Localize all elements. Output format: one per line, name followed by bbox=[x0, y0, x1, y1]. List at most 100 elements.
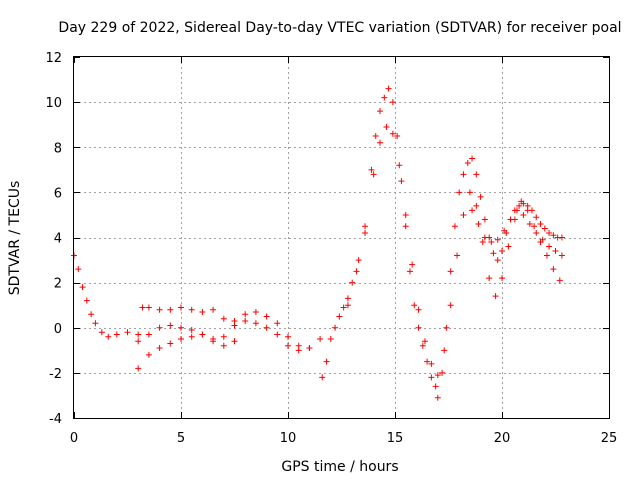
data-point bbox=[135, 331, 142, 338]
data-point bbox=[317, 336, 324, 343]
data-point bbox=[409, 261, 416, 268]
x-axis-label: GPS time / hours bbox=[281, 459, 398, 475]
data-point bbox=[389, 99, 396, 106]
grid bbox=[74, 57, 609, 418]
data-point bbox=[421, 338, 428, 345]
data-point bbox=[537, 220, 544, 227]
data-point bbox=[424, 358, 431, 365]
data-point bbox=[499, 248, 505, 255]
data-point bbox=[327, 336, 334, 343]
data-point bbox=[464, 160, 471, 167]
series-track-f bbox=[469, 207, 565, 259]
data-point bbox=[252, 320, 259, 327]
data-point bbox=[441, 347, 448, 354]
data-point bbox=[242, 317, 249, 324]
data-point bbox=[349, 279, 356, 286]
data-point bbox=[231, 338, 238, 345]
x-tick-label: 10 bbox=[280, 431, 297, 446]
data-point bbox=[539, 236, 546, 243]
data-point bbox=[558, 252, 565, 259]
data-point bbox=[490, 250, 497, 257]
data-point bbox=[274, 320, 281, 327]
data-point bbox=[362, 229, 369, 236]
data-point bbox=[336, 313, 343, 320]
data-point bbox=[434, 394, 441, 401]
data-point bbox=[156, 306, 163, 313]
data-point bbox=[550, 232, 557, 239]
data-point bbox=[306, 345, 313, 352]
data-point bbox=[402, 211, 409, 218]
data-point bbox=[252, 308, 259, 315]
data-point bbox=[88, 311, 95, 318]
data-point bbox=[443, 324, 450, 331]
data-point bbox=[486, 275, 493, 282]
y-tick-label: 8 bbox=[54, 141, 62, 156]
data-point bbox=[473, 202, 480, 209]
data-point bbox=[543, 252, 550, 259]
data-point bbox=[505, 243, 512, 250]
data-point bbox=[274, 331, 281, 338]
data-point bbox=[546, 243, 553, 250]
data-point bbox=[353, 268, 360, 275]
data-point bbox=[381, 94, 388, 101]
data-point bbox=[344, 302, 351, 309]
data-point bbox=[372, 132, 379, 139]
data-point bbox=[285, 342, 291, 349]
data-point bbox=[394, 132, 401, 139]
data-point bbox=[156, 345, 163, 352]
data-point bbox=[178, 336, 184, 343]
data-point bbox=[479, 239, 486, 246]
data-point bbox=[434, 372, 441, 379]
data-point bbox=[370, 171, 377, 178]
y-tick-label: -4 bbox=[49, 412, 62, 427]
data-point bbox=[513, 207, 520, 214]
plot-frame bbox=[73, 56, 610, 419]
data-point bbox=[477, 193, 484, 200]
y-tick-label: 0 bbox=[54, 322, 62, 337]
data-point bbox=[428, 360, 435, 367]
data-point bbox=[481, 216, 488, 223]
data-point bbox=[501, 227, 508, 234]
data-point bbox=[98, 329, 105, 336]
data-point bbox=[518, 198, 525, 205]
y-axis-label: SDTVAR / TECUs bbox=[7, 181, 23, 296]
x-tick-label: 25 bbox=[601, 431, 618, 446]
data-point bbox=[220, 342, 227, 349]
data-point bbox=[533, 214, 540, 221]
data-point bbox=[319, 374, 326, 381]
data-point bbox=[550, 266, 557, 273]
chart-title: Day 229 of 2022, Sidereal Day-to-day VTE… bbox=[58, 20, 621, 36]
data-point bbox=[454, 252, 461, 259]
data-point bbox=[419, 342, 426, 349]
data-point bbox=[481, 234, 488, 241]
data-point bbox=[415, 324, 422, 331]
data-point bbox=[188, 333, 195, 340]
data-point bbox=[533, 229, 540, 236]
data-point bbox=[488, 239, 495, 246]
data-series bbox=[71, 85, 565, 401]
data-point bbox=[178, 304, 184, 311]
data-point bbox=[385, 85, 392, 92]
data-point bbox=[475, 220, 482, 227]
data-point bbox=[295, 347, 302, 354]
data-point bbox=[113, 331, 120, 338]
data-point bbox=[231, 322, 238, 329]
data-point bbox=[516, 202, 523, 209]
data-point bbox=[105, 333, 112, 340]
data-point bbox=[492, 293, 499, 300]
y-tick-label: 10 bbox=[45, 96, 62, 111]
data-point bbox=[167, 340, 174, 347]
data-point bbox=[558, 234, 565, 241]
data-point bbox=[323, 358, 330, 365]
data-point bbox=[520, 211, 527, 218]
data-point bbox=[178, 324, 184, 331]
data-point bbox=[524, 207, 531, 214]
data-point bbox=[456, 189, 463, 196]
y-tick-label: -2 bbox=[49, 367, 62, 382]
data-point bbox=[145, 351, 152, 358]
data-point bbox=[263, 324, 270, 331]
data-point bbox=[377, 108, 384, 115]
data-point bbox=[531, 223, 538, 230]
